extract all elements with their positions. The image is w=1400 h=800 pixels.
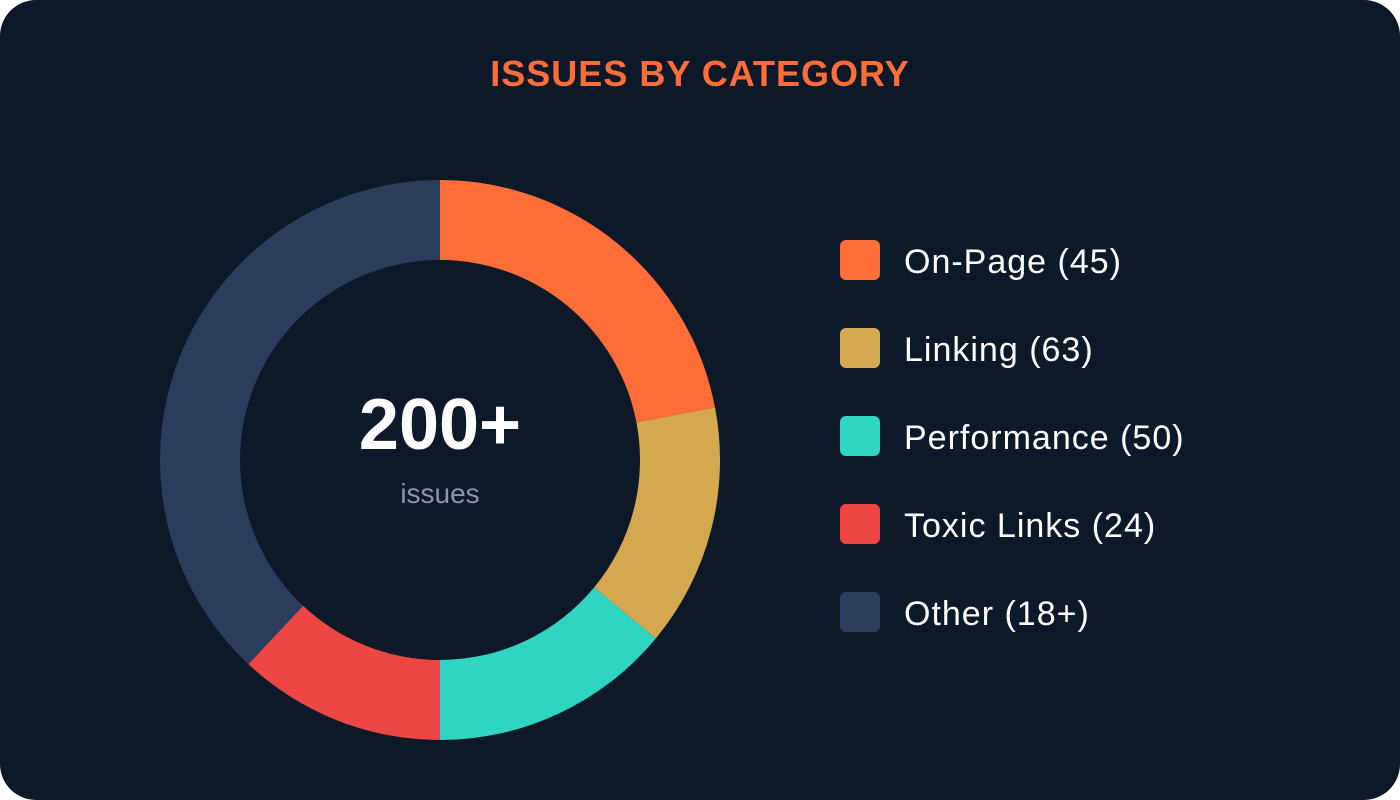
- donut-slice-toxic-links: [248, 605, 440, 740]
- donut-slice-on-page: [440, 180, 716, 423]
- center-total-label: issues: [400, 478, 479, 509]
- legend-swatch: [840, 504, 880, 544]
- legend-item-on-page: On-Page (45): [840, 240, 1320, 281]
- legend-item-other: Other (18+): [840, 592, 1320, 633]
- legend-swatch: [840, 240, 880, 280]
- legend-label: Linking (63): [904, 331, 1094, 369]
- legend-label: Performance (50): [904, 419, 1185, 457]
- chart-title: ISSUES BY CATEGORY: [490, 53, 910, 94]
- legend-item-linking: Linking (63): [840, 328, 1320, 369]
- legend-swatch: [840, 416, 880, 456]
- legend-label: Toxic Links (24): [904, 507, 1157, 545]
- legend-swatch: [840, 592, 880, 632]
- legend-label: Other (18+): [904, 595, 1090, 633]
- legend-label: On-Page (45): [904, 243, 1122, 281]
- legend-swatch: [840, 328, 880, 368]
- donut-slice-linking: [594, 407, 720, 639]
- chart-legend: On-Page (45) Linking (63) Performance (5…: [840, 240, 1320, 680]
- donut-slice-performance: [440, 587, 656, 740]
- donut-slice-other: [160, 179, 441, 665]
- legend-item-performance: Performance (50): [840, 416, 1320, 457]
- center-total-value: 200+: [359, 385, 521, 465]
- donut-slices: [160, 179, 720, 740]
- legend-item-toxic-links: Toxic Links (24): [840, 504, 1320, 545]
